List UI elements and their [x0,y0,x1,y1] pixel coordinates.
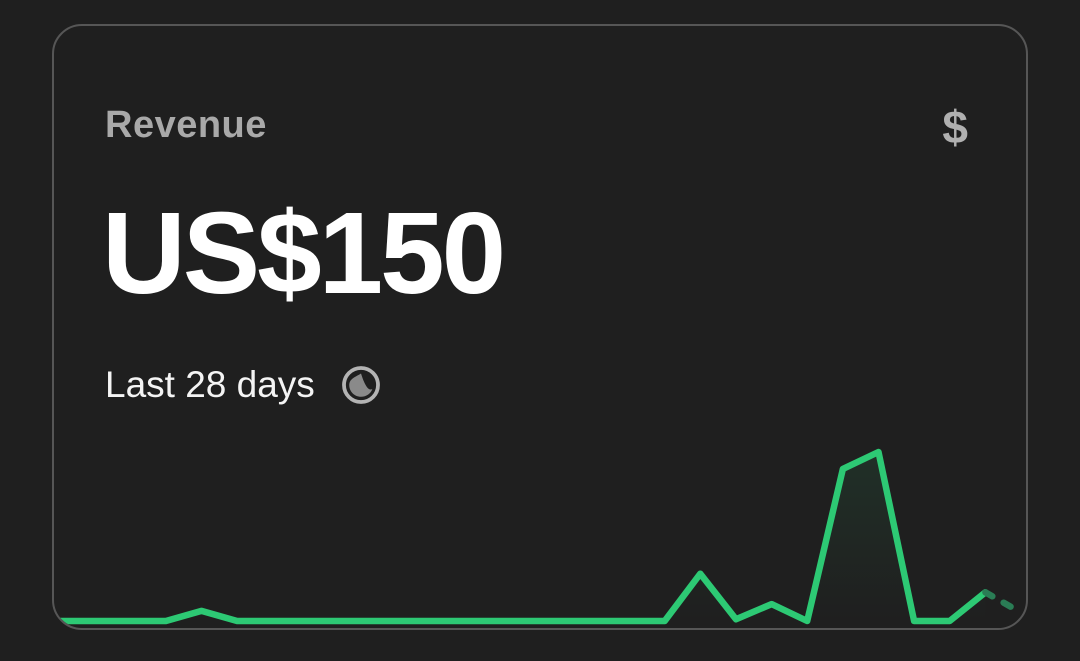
revenue-amount: US$150 [102,188,506,318]
sparkline-dashed-tail [982,589,1025,616]
revenue-card[interactable]: Revenue $ US$150 Last 28 days [52,24,1028,630]
period-row: Last 28 days [105,364,382,406]
revenue-sparkline-chart [55,448,1025,625]
sparkline-fill [59,452,986,621]
partial-period-clock-icon [341,366,380,404]
period-label: Last 28 days [105,364,315,405]
sparkline-solid-line [55,448,989,625]
card-title: Revenue [105,104,267,146]
currency-dollar-icon: $ [942,101,968,153]
